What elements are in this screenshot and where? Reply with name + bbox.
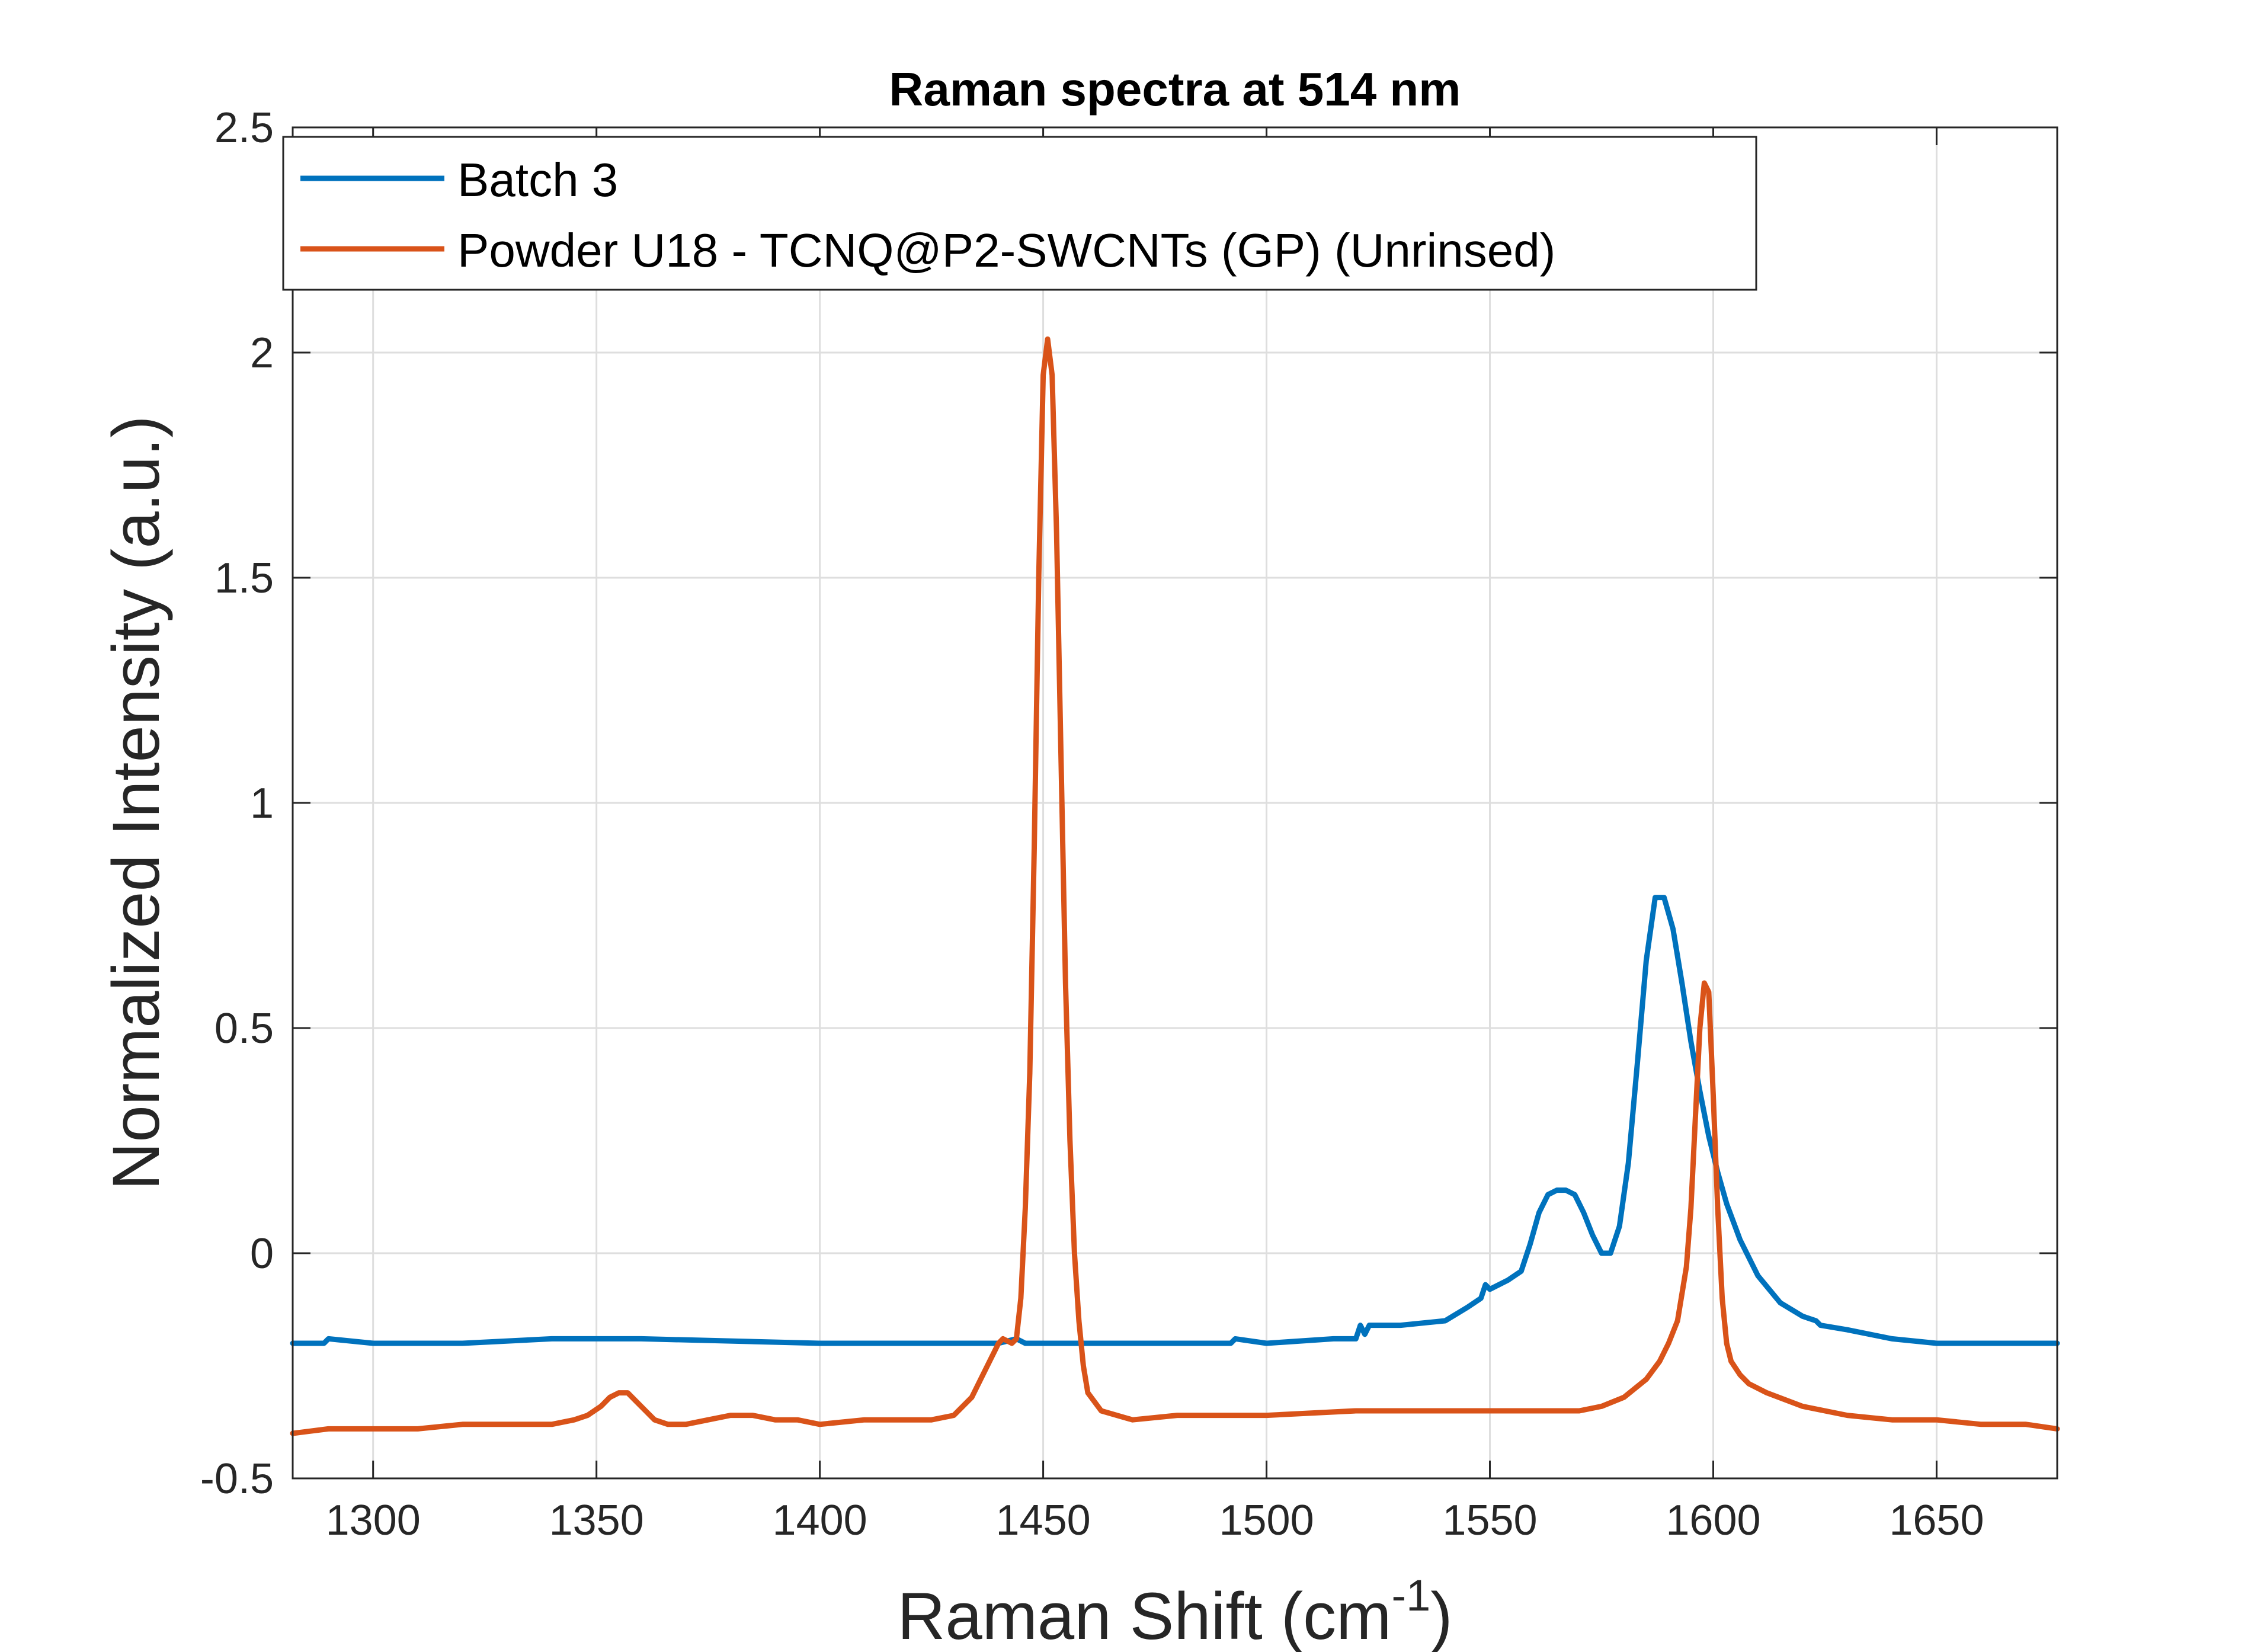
tick-labels: 1300 1350 1400 1450 1500 1550 1600 1650 -0.5 0 0.5… [200, 104, 1984, 1544]
y-tick-label: 0.5 [214, 1005, 274, 1052]
x-tick-label: 1450 [996, 1497, 1091, 1544]
x-tick-label: 1550 [1442, 1497, 1537, 1544]
grid-lines [293, 127, 2057, 1478]
y-tick-label: 1.5 [214, 555, 274, 602]
x-tick-label: 1300 [326, 1497, 421, 1544]
x-tick-label: 1400 [773, 1497, 867, 1544]
series-lines [290, 336, 2060, 1436]
legend: Batch 3 Powder U18 - TCNQ@P2-SWCNTs (GP)… [282, 136, 1757, 291]
y-tick-label: 2.5 [214, 104, 274, 152]
x-tick-label: 1650 [1889, 1497, 1984, 1544]
legend-label-powder-u18: Powder U18 - TCNQ@P2-SWCNTs (GP) (Unrins… [457, 224, 1555, 277]
chart-title: Raman spectra at 514 nm [889, 63, 1461, 116]
x-axis-label-superscript: -1 [1391, 1571, 1430, 1620]
legend-box [282, 136, 1757, 291]
x-axis-label: Raman Shift (cm-1) [897, 1571, 1452, 1652]
y-tick-label: -0.5 [200, 1455, 274, 1503]
x-tick-label: 1600 [1666, 1497, 1760, 1544]
legend-label-batch-3: Batch 3 [457, 153, 618, 206]
x-axis-label-suffix: ) [1430, 1579, 1452, 1652]
y-axis-label: Normalized Intensity (a.u.) [99, 415, 173, 1190]
x-tick-label: 1350 [549, 1497, 644, 1544]
series-line-batch-3 [290, 895, 2060, 1346]
axis-ticks [293, 126, 2057, 1480]
x-tick-label: 1500 [1219, 1497, 1314, 1544]
series-line-powder-u18 [290, 336, 2060, 1436]
y-tick-label: 2 [250, 329, 274, 377]
x-axis-label-main: Raman Shift (cm [897, 1579, 1391, 1652]
y-tick-label: 0 [250, 1230, 274, 1278]
y-tick-label: 1 [250, 780, 274, 827]
